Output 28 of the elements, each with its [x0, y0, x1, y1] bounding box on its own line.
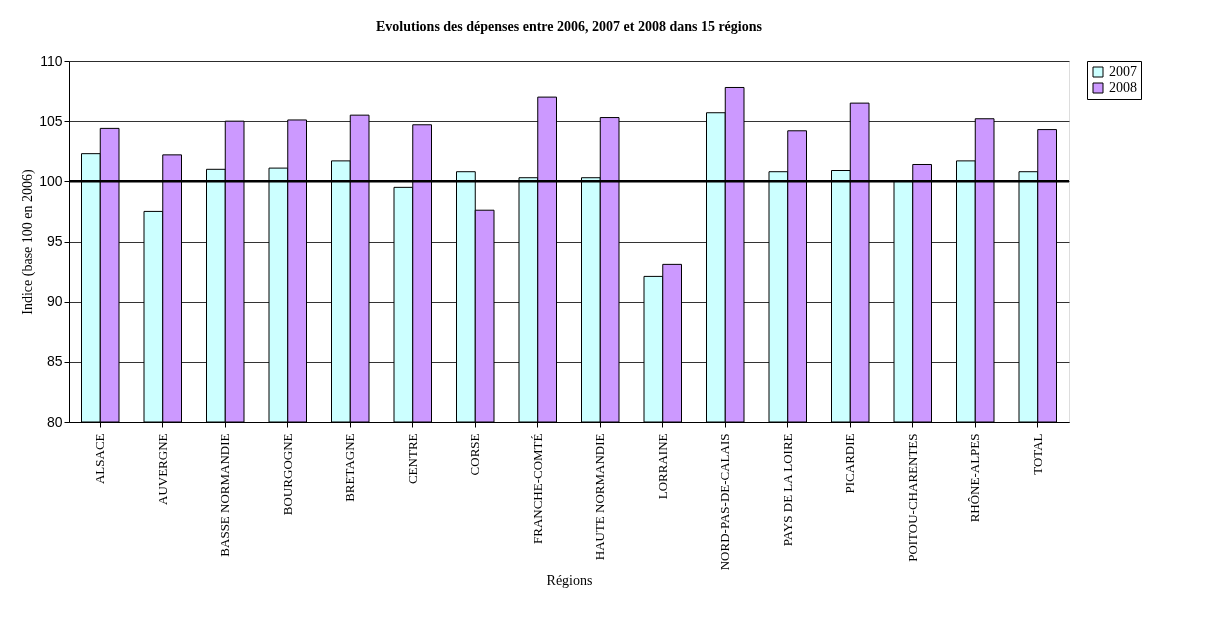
x-tick-label: CENTRE: [404, 433, 420, 485]
x-tick-label: AUVERGNE: [154, 433, 170, 505]
x-tick-label: LORRAINE: [654, 433, 670, 500]
x-tick-label: BASSE NORMANDIE: [217, 433, 233, 557]
x-tick-label: POITOU-CHARENTES: [904, 433, 920, 562]
x-tick-label: CORSE: [467, 433, 483, 476]
x-tick-label: TOTAL: [1029, 433, 1045, 475]
x-tick-label: BOURGOGNE: [279, 433, 295, 516]
y-tick-label: 95: [46, 233, 63, 249]
chart-title: Evolutions des dépenses entre 2006, 2007 et 2008 dans 15 régions: [376, 19, 763, 34]
y-tick-label: 100: [39, 172, 63, 189]
x-tick-label: BRETAGNE: [342, 433, 358, 502]
y-tick-label: 105: [39, 112, 63, 129]
x-axis-title: Régions: [546, 573, 593, 589]
legend-label: 2008: [1109, 80, 1137, 95]
x-tick-label: PICARDIE: [842, 433, 858, 494]
x-tick-label: HAUTE NORMANDIE: [592, 433, 608, 561]
y-tick-label: 110: [40, 52, 63, 69]
y-tick-label: 85: [46, 353, 63, 370]
x-tick-label: ALSACE: [92, 433, 108, 485]
x-tick-label: PAYS DE LA LOIRE: [779, 433, 795, 547]
x-tick-label: NORD-PAS-DE-CALAIS: [717, 433, 733, 571]
y-tick-label: 90: [46, 293, 63, 310]
y-tick-label: 80: [46, 413, 63, 430]
y-axis-title: Indice (base 100 en 2006): [20, 168, 37, 315]
x-tick-label: FRANCHE-COMTÉ: [529, 433, 545, 545]
x-tick-label: RHÔNE-ALPES: [967, 433, 983, 523]
legend-label: 2007: [1109, 64, 1137, 79]
